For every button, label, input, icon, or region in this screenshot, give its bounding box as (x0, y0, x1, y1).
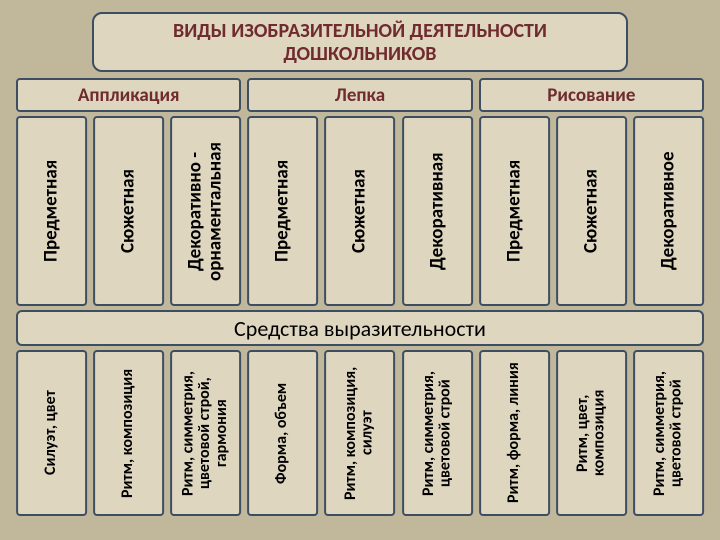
type-box: Сюжетная (93, 116, 164, 306)
category-box: Рисование (479, 78, 704, 112)
means-box: Форма, объем (247, 350, 318, 516)
types-row: ПредметнаяСюжетнаяДекоративно - орнамент… (16, 116, 704, 306)
means-box: Ритм, композиция, силуэт (324, 350, 395, 516)
middle-text: Средства выразительности (234, 315, 486, 342)
category-bar: АппликацияЛепкаРисование (16, 78, 704, 112)
means-box: Ритм, цвет, композиция (556, 350, 627, 516)
means-box: Ритм, композиция (93, 350, 164, 516)
means-box: Ритм, симметрия, цветовой строй (402, 350, 473, 516)
type-box: Декоративная (402, 116, 473, 306)
means-box: Ритм, форма, линия (479, 350, 550, 516)
page-title: ВИДЫ ИЗОБРАЗИТЕЛЬНОЙ ДЕЯТЕЛЬНОСТИ ДОШКОЛ… (92, 12, 629, 72)
type-box: Сюжетная (324, 116, 395, 306)
type-box: Предметная (16, 116, 87, 306)
means-box: Ритм, симметрия, цветовой строй (633, 350, 704, 516)
category-box: Лепка (247, 78, 472, 112)
title-text: ВИДЫ ИЗОБРАЗИТЕЛЬНОЙ ДЕЯТЕЛЬНОСТИ ДОШКОЛ… (173, 19, 547, 66)
type-box: Предметная (479, 116, 550, 306)
type-box: Декоративное (633, 116, 704, 306)
type-box: Сюжетная (556, 116, 627, 306)
category-box: Аппликация (16, 78, 241, 112)
diagram-root: ВИДЫ ИЗОБРАЗИТЕЛЬНОЙ ДЕЯТЕЛЬНОСТИ ДОШКОЛ… (0, 0, 720, 540)
means-box: Ритм, симметрия, цветовой строй, гармони… (170, 350, 241, 516)
type-box: Декоративно - орнаментальная (170, 116, 241, 306)
means-row: Силуэт, цветРитм, композицияРитм, симмет… (16, 350, 704, 516)
means-box: Силуэт, цвет (16, 350, 87, 516)
type-box: Предметная (247, 116, 318, 306)
middle-label: Средства выразительности (16, 310, 704, 346)
